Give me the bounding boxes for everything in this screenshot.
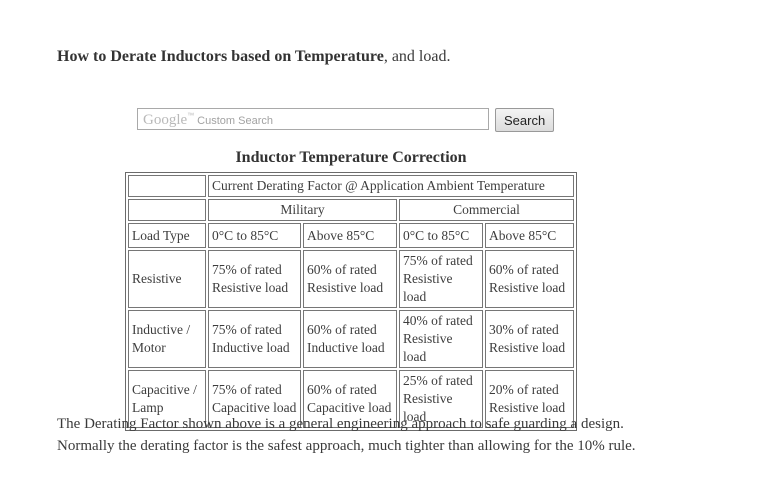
row-label: Resistive [128,250,206,308]
table-cell: 75% of rated Inductive load [208,310,301,368]
table-cell: 30% of rated Resistive load [485,310,575,368]
table-cell: 25% of rated Resistive load [399,370,483,428]
empty-cell [128,199,206,221]
table-cell: 60% of rated Inductive load [303,310,397,368]
table-cell: 60% of rated Resistive load [303,250,397,308]
col-header-mil-low: 0°C to 85°C [208,223,301,248]
search-bar: Google™ Custom Search Search [137,108,555,132]
table-row-span-header: Current Derating Factor @ Application Am… [128,175,575,197]
footer-line-2: Normally the derating factor is the safe… [57,438,636,454]
table-row-capacitive-lamp: Capacitive / Lamp 75% of rated Capacitiv… [128,370,575,428]
search-button[interactable]: Search [495,108,555,132]
row-label: Capacitive / Lamp [128,370,206,428]
col-header-mil-high: Above 85°C [303,223,397,248]
table-title: Inductor Temperature Correction [235,149,467,166]
table-header-row: Load Type 0°C to 85°C Above 85°C 0°C to … [128,223,575,248]
search-box: Google™ Custom Search [137,108,489,130]
group-header-military: Military [208,199,397,221]
footer-note: The Derating Factor shown above is a gen… [57,413,697,457]
derating-table-section: Inductor Temperature Correction Current … [125,149,578,431]
search-input[interactable] [137,108,489,130]
page-title-rest: , and load. [383,48,451,65]
col-header-com-high: Above 85°C [485,223,575,248]
empty-cell [128,175,206,197]
table-cell: 75% of rated Capacitive load [208,370,301,428]
row-label: Inductive / Motor [128,310,206,368]
table-cell: 75% of rated Resistive load [208,250,301,308]
derating-table: Current Derating Factor @ Application Am… [125,172,578,431]
table-row-group-headers: Military Commercial [128,199,575,221]
span-header-cell: Current Derating Factor @ Application Am… [208,175,575,197]
table-cell: 20% of rated Resistive load [485,370,575,428]
group-header-commercial: Commercial [399,199,575,221]
table-cell: 60% of rated Capacitive load [303,370,397,428]
table-row-inductive-motor: Inductive / Motor 75% of rated Inductive… [128,310,575,368]
table-cell: 75% of rated Resistive load [399,250,483,308]
table-row-resistive: Resistive 75% of rated Resistive load 60… [128,250,575,308]
table-cell: 40% of rated Resistive load [399,310,483,368]
page-title: How to Derate Inductors based on Tempera… [57,47,450,67]
col-header-com-low: 0°C to 85°C [399,223,483,248]
col-header-load-type: Load Type [128,223,206,248]
page-title-bold: How to Derate Inductors based on Tempera… [57,48,384,65]
table-cell: 60% of rated Resistive load [485,250,575,308]
footer-line-1: The Derating Factor shown above is a gen… [57,416,624,432]
